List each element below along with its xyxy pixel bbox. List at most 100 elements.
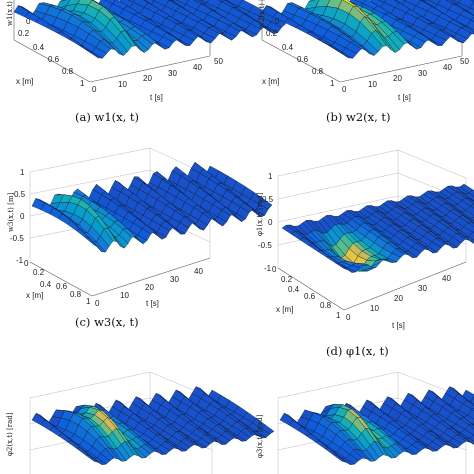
panel-d-xtick: 0.2 [281, 275, 293, 284]
panel-e: φ2(x,t) [rad] [6, 371, 275, 474]
panel-d-xtick: 1 [336, 311, 341, 320]
panel-d-xlabel: x [m] [276, 305, 293, 314]
panel-b-tlabel: t [s] [398, 93, 411, 102]
surface-patch [469, 1, 474, 11]
panel-d-ttick: 0 [346, 313, 351, 322]
panel-c-ttick: 40 [194, 267, 203, 276]
panel-a-xtick: 0 [26, 17, 31, 26]
surface-patch [469, 434, 474, 442]
panel-c-ttick: 20 [145, 283, 154, 292]
panel-c-tlabel: t [s] [146, 299, 159, 308]
panel-d-ztick: 0.5 [262, 195, 274, 204]
panel-c-zlabel: w3(x,t) [m] [7, 193, 15, 232]
panel-c-xlabel: x [m] [26, 291, 43, 300]
panel-a-x-ticks: 0 0.2 0.4 0.6 0.8 1 [18, 17, 85, 88]
panel-a-xtick: 0.2 [18, 29, 30, 38]
panel-d-x-ticks: 0 0.2 0.4 0.6 0.8 1 [272, 265, 341, 320]
panel-a-ttick: 30 [168, 69, 177, 78]
panel-b-xtick: 0.8 [312, 67, 324, 76]
panel-c-xtick: 0 [24, 259, 29, 268]
panel-c-ttick: 10 [120, 291, 129, 300]
panel-d-zlabel: φ1(x,t) [rad] [256, 192, 264, 236]
panel-d-xtick: 0.8 [320, 301, 332, 310]
panel-a-ttick: 50 [214, 57, 223, 66]
panel-a-t-ticks: 0 10 20 30 40 50 [92, 57, 223, 94]
panel-c-ttick: 30 [170, 275, 179, 284]
panel-b-xtick: 1 [330, 79, 335, 88]
surface-patch [468, 189, 474, 198]
surface-patch [471, 408, 474, 412]
panel-d-xtick: 0.6 [304, 292, 316, 301]
panel-e-surface [31, 386, 275, 465]
panel-c-ztick: 1 [20, 168, 25, 177]
panel-f: φ3(x,t) [rad] [256, 371, 474, 474]
panel-a-ttick: 10 [118, 80, 127, 89]
panel-c-xtick: 1 [86, 297, 91, 306]
panel-a-caption: (a) w1(x, t) [75, 110, 139, 124]
panel-b-xtick: 0 [275, 17, 280, 26]
panel-b-caption: (b) w2(x, t) [326, 110, 391, 124]
panel-a-xtick: 0.4 [33, 43, 45, 52]
panel-c-x-ticks: 0 0.2 0.4 0.6 0.8 1 [24, 259, 91, 306]
panel-d-caption: (d) φ1(x, t) [326, 344, 389, 358]
panel-a-ttick: 20 [143, 74, 152, 83]
panel-c-t-ticks: 0 10 20 30 40 [95, 267, 203, 308]
panel-d-ttick: 40 [442, 274, 451, 283]
panel-b-xtick: 0.6 [297, 55, 309, 64]
panel-b-ttick: 50 [460, 57, 469, 66]
panel-d-z-ticks: 1 0.5 0 -0.5 -1 [258, 172, 274, 273]
surface-patch [328, 45, 345, 54]
panel-d-tlabel: t [s] [392, 321, 405, 330]
surface-patch [466, 19, 474, 30]
panel-a: w1(x,t) [m] 0 0.2 0.4 0.6 0.8 1 0 10 20 … [6, 0, 287, 124]
panel-c-ztick: 0.5 [14, 190, 26, 199]
panel-d-ztick: 1 [268, 172, 273, 181]
panel-a-tlabel: t [s] [150, 93, 163, 102]
surface-patch [332, 454, 347, 463]
panel-c-surface [31, 161, 273, 253]
panel-c-z-ticks: 1 0.5 0 -0.5 -1 [10, 168, 26, 265]
panel-d-ttick: 10 [370, 304, 379, 313]
panel-d-ztick: 0 [268, 218, 273, 227]
surface-patch [79, 45, 95, 54]
panel-b-surface [261, 0, 474, 59]
surface-patch [469, 204, 474, 209]
panel-f-zlabel: φ3(x,t) [rad] [256, 414, 264, 458]
panel-b-xlabel: x [m] [262, 77, 279, 86]
panel-b-ttick: 10 [368, 80, 377, 89]
panel-b: w2(x,t) [m] 0 0.2 0.4 0.6 0.8 1 0 10 20 … [258, 0, 474, 124]
panel-d-axes [277, 261, 467, 311]
surface-patch [335, 262, 349, 270]
panel-c-caption: (c) w3(x, t) [75, 315, 139, 329]
panel-c: w3(x,t) [m] 1 0.5 0 -0.5 -1 0 0.2 0.4 0.… [7, 147, 273, 329]
panel-c-axes [29, 257, 211, 297]
panel-f-surface [279, 386, 474, 465]
panel-c-xtick: 0.8 [70, 290, 82, 299]
surface-patch [468, 232, 474, 241]
panel-d-xtick: 0.4 [288, 285, 300, 294]
panel-d-xtick: 0 [272, 265, 277, 274]
panel-d-t-ticks: 0 10 20 30 40 [346, 274, 451, 322]
panel-d-ztick: -0.5 [258, 241, 272, 250]
panel-a-xtick: 0.8 [62, 67, 74, 76]
panel-d-ttick: 20 [394, 294, 403, 303]
panel-b-xtick: 0.4 [282, 43, 294, 52]
surface-patch [84, 237, 98, 248]
panel-a-zlabel: w1(x,t) [m] [6, 0, 14, 26]
panel-d-ttick: 30 [418, 284, 427, 293]
panel-a-xlabel: x [m] [16, 77, 33, 86]
panel-c-xtick: 0.4 [40, 280, 52, 289]
panel-c-ztick: -1 [16, 256, 24, 265]
panel-c-ttick: 0 [95, 299, 100, 308]
panel-d-surface [281, 183, 474, 273]
panel-b-x-ticks: 0 0.2 0.4 0.6 0.8 1 [266, 17, 335, 88]
panel-b-ttick: 30 [418, 69, 427, 78]
panel-b-xtick: 0.2 [266, 29, 278, 38]
panel-a-ttick: 0 [92, 85, 97, 94]
panel-b-ttick: 0 [342, 85, 347, 94]
panel-c-ztick: 0 [20, 212, 25, 221]
panel-a-surface [13, 0, 287, 59]
panel-c-xtick: 0.2 [33, 268, 45, 277]
panel-b-ttick: 40 [443, 63, 452, 72]
